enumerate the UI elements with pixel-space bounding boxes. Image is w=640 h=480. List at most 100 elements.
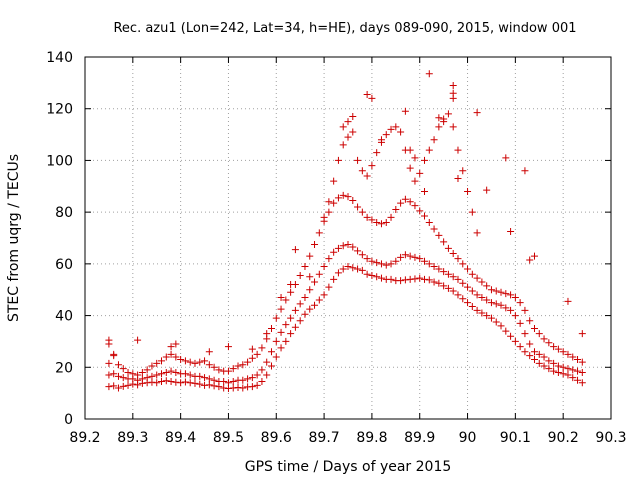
data-point	[444, 110, 452, 118]
y-axis-label: STEC from uqrg / TECUs	[6, 154, 22, 322]
data-point	[129, 370, 137, 378]
data-point	[449, 273, 457, 281]
data-point	[272, 353, 280, 361]
data-point	[440, 238, 448, 246]
data-point	[468, 270, 476, 278]
data-point	[535, 330, 543, 338]
data-point	[191, 359, 199, 367]
data-point	[167, 350, 175, 358]
data-point	[349, 264, 357, 272]
data-point	[425, 260, 433, 268]
data-point	[435, 123, 443, 131]
data-point	[401, 276, 409, 284]
data-point	[258, 378, 266, 386]
data-point	[416, 255, 424, 263]
data-point	[277, 344, 285, 352]
data-point	[258, 344, 266, 352]
data-point	[306, 286, 314, 294]
data-point	[363, 270, 371, 278]
data-point	[464, 283, 472, 291]
y-tick-label: 40	[55, 309, 73, 325]
y-tick-label: 60	[55, 257, 73, 273]
data-point	[487, 314, 495, 322]
data-point	[497, 288, 505, 296]
data-point	[411, 154, 419, 162]
data-point	[334, 244, 342, 252]
data-point	[330, 199, 338, 207]
data-point	[578, 358, 586, 366]
data-point	[444, 284, 452, 292]
data-point	[110, 382, 118, 390]
data-point	[421, 187, 429, 195]
data-point	[287, 281, 295, 289]
data-point	[267, 362, 275, 370]
data-point	[564, 371, 572, 379]
data-point	[416, 207, 424, 215]
data-point	[172, 340, 180, 348]
data-point	[454, 275, 462, 283]
x-tick-label: 90.1	[500, 430, 531, 446]
data-point	[430, 136, 438, 144]
data-point	[483, 312, 491, 320]
data-point	[239, 361, 247, 369]
data-point	[114, 361, 122, 369]
data-point	[181, 378, 189, 386]
data-point	[330, 275, 338, 283]
data-point	[373, 259, 381, 267]
data-point	[315, 229, 323, 237]
data-point	[153, 379, 161, 387]
data-point	[368, 257, 376, 265]
chart-title: Rec. azu1 (Lon=242, Lat=34, h=HE), days …	[113, 21, 576, 36]
data-point	[339, 123, 347, 131]
data-point	[401, 195, 409, 203]
data-point	[435, 231, 443, 239]
data-point	[229, 365, 237, 373]
data-point	[425, 218, 433, 226]
data-point	[277, 328, 285, 336]
data-point	[344, 118, 352, 126]
data-point	[320, 213, 328, 221]
data-point	[483, 282, 491, 290]
data-point	[387, 275, 395, 283]
data-point	[134, 336, 142, 344]
data-point	[526, 352, 534, 360]
data-point	[253, 350, 261, 358]
data-point	[550, 343, 558, 351]
data-point	[248, 383, 256, 391]
data-point	[406, 146, 414, 154]
data-point	[382, 261, 390, 269]
data-point	[421, 212, 429, 220]
data-point	[306, 305, 314, 313]
data-point	[468, 287, 476, 295]
data-point	[325, 208, 333, 216]
data-point	[158, 370, 166, 378]
data-point	[454, 146, 462, 154]
data-point	[253, 381, 261, 389]
data-point	[392, 123, 400, 131]
data-point	[559, 348, 567, 356]
data-point	[507, 228, 515, 236]
data-point	[172, 368, 180, 376]
data-point	[421, 257, 429, 265]
data-point	[339, 265, 347, 273]
data-point	[507, 306, 515, 314]
data-point	[363, 90, 371, 98]
data-point	[373, 218, 381, 226]
x-tick-label: 89.2	[69, 430, 100, 446]
data-point	[511, 337, 519, 345]
data-point	[239, 376, 247, 384]
data-point	[119, 374, 127, 382]
axis-ticks	[84, 56, 612, 420]
x-tick-label: 90.2	[548, 430, 579, 446]
data-point	[148, 372, 156, 380]
data-point	[167, 367, 175, 375]
data-point	[315, 296, 323, 304]
data-point	[545, 339, 553, 347]
data-point	[502, 290, 510, 298]
data-point	[497, 301, 505, 309]
data-point	[267, 325, 275, 332]
data-point	[459, 295, 467, 303]
data-point	[363, 172, 371, 180]
data-point	[411, 275, 419, 283]
